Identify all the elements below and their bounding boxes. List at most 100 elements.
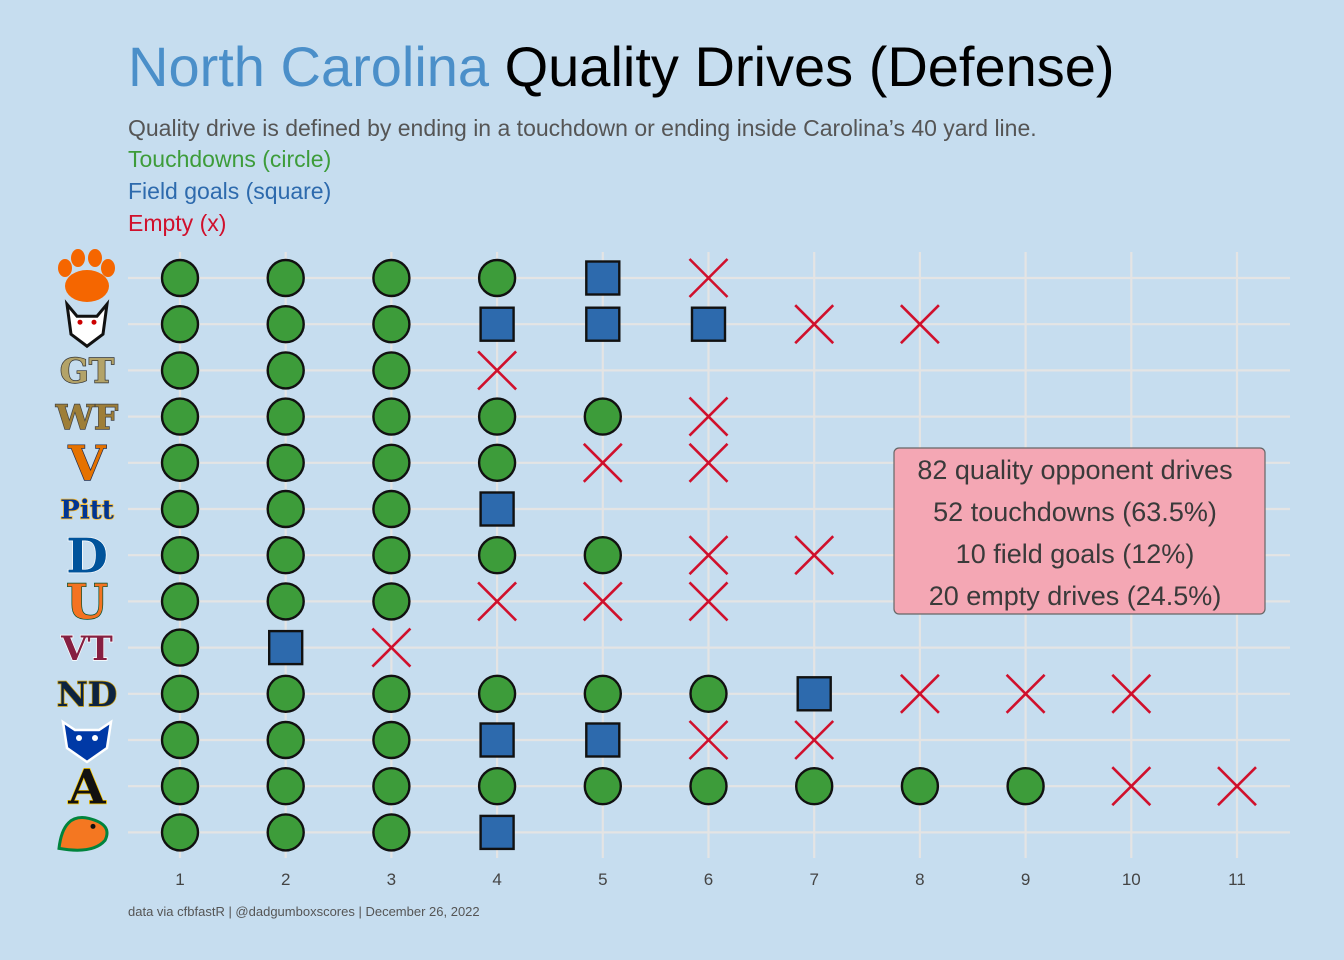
touchdown-marker — [372, 536, 411, 575]
pitt-logo: Pitt — [60, 495, 115, 526]
empty-drive-marker — [688, 442, 729, 483]
empty-drive-marker — [899, 304, 940, 345]
touchdown-marker — [160, 258, 200, 298]
summary-field-goals: 10 field goals (12%) — [956, 539, 1195, 569]
nc-state-wolf-logo — [64, 299, 110, 349]
duke-d-logo: D — [65, 528, 108, 585]
legend-field-goals: Field goals (square) — [128, 178, 331, 204]
touchdown-marker — [372, 674, 411, 713]
empty-drive-marker — [794, 535, 835, 576]
svg-text:V: V — [67, 436, 106, 492]
empty-drive-marker — [688, 720, 729, 760]
svg-text:Pitt: Pitt — [60, 495, 113, 525]
touchdown-marker — [266, 305, 305, 344]
touchdown-marker — [900, 767, 940, 806]
summary-total-drives: 82 quality opponent drives — [917, 455, 1232, 485]
field-goal-marker — [585, 306, 621, 342]
touchdown-marker — [477, 536, 517, 575]
clemson-paw-logo — [58, 249, 115, 302]
legend-touchdowns: Touchdowns (circle) — [128, 146, 331, 172]
field-goal-marker — [796, 676, 832, 712]
touchdown-marker — [372, 443, 411, 482]
x-tick-label: 5 — [598, 870, 607, 889]
touchdown-marker — [160, 582, 200, 621]
empty-drive-marker — [371, 627, 412, 668]
chart-caption: data via cfbfastR | @dadgumboxscores | D… — [128, 904, 480, 919]
touchdown-marker — [372, 305, 411, 344]
chart-title-rest: Quality Drives (Defense) — [489, 35, 1115, 98]
touchdown-marker — [160, 767, 200, 806]
legend-empty: Empty (x) — [128, 210, 226, 236]
svg-text:GT: GT — [60, 352, 114, 392]
touchdown-marker — [160, 674, 200, 713]
touchdown-marker — [372, 813, 411, 852]
empty-drive-marker — [1111, 673, 1152, 714]
touchdown-marker — [266, 351, 305, 390]
touchdown-marker — [160, 628, 200, 667]
georgia-state-panther-logo — [61, 719, 113, 764]
x-tick-label: 1 — [175, 870, 184, 889]
virginia-v-logo: V — [67, 435, 107, 492]
empty-drive-marker — [688, 581, 729, 622]
virginia-tech-vt-logo: VT — [59, 628, 113, 669]
touchdown-marker — [477, 443, 517, 482]
svg-text:VT: VT — [60, 629, 113, 669]
x-tick-label: 3 — [387, 870, 396, 889]
field-goal-marker — [479, 306, 515, 342]
touchdown-marker — [266, 258, 305, 298]
empty-drive-marker — [899, 673, 940, 714]
x-tick-label: 9 — [1021, 870, 1030, 889]
x-tick-label: 11 — [1228, 870, 1246, 889]
touchdown-marker — [160, 351, 200, 390]
touchdown-marker — [372, 351, 411, 390]
touchdown-marker — [689, 674, 728, 713]
touchdown-marker — [266, 536, 305, 575]
field-goal-marker — [268, 629, 304, 666]
touchdown-marker — [160, 536, 200, 575]
summary-annotation: 82 quality opponent drives 52 touchdowns… — [893, 447, 1266, 615]
touchdown-marker — [583, 397, 622, 436]
field-goal-marker — [690, 306, 727, 342]
empty-drive-marker — [582, 581, 623, 622]
appalachian-state-a-logo: A — [67, 759, 107, 816]
empty-drive-marker — [1005, 673, 1046, 714]
empty-drive-marker — [794, 720, 835, 760]
chart-title: North Carolina Quality Drives (Defense) — [128, 35, 1115, 98]
drive-markers — [160, 258, 1257, 852]
touchdown-marker — [266, 720, 305, 760]
touchdown-marker — [477, 674, 517, 713]
touchdown-marker — [266, 674, 305, 713]
svg-text:D: D — [66, 528, 108, 584]
touchdown-marker — [583, 767, 622, 806]
field-goal-marker — [479, 814, 515, 851]
touchdown-marker — [160, 813, 200, 852]
wake-forest-wf-logo: WF — [54, 397, 119, 438]
touchdown-marker — [266, 767, 305, 806]
touchdown-marker — [477, 258, 517, 298]
touchdown-marker — [160, 720, 200, 760]
famu-rattler-logo — [57, 816, 109, 852]
summary-touchdowns: 52 touchdowns (63.5%) — [933, 497, 1217, 527]
summary-annotation-box — [893, 447, 1266, 615]
touchdown-marker — [477, 397, 517, 436]
touchdown-marker — [1006, 767, 1045, 806]
touchdown-marker — [372, 397, 411, 436]
empty-drive-marker — [477, 350, 518, 391]
empty-drive-marker — [794, 304, 835, 345]
svg-text:U: U — [66, 575, 108, 631]
touchdown-marker — [266, 813, 305, 852]
empty-drive-marker — [688, 258, 729, 298]
x-tick-label: 2 — [281, 870, 290, 889]
chart-subtitle: Quality drive is defined by ending in a … — [128, 115, 1037, 141]
notre-dame-nd-logo: ND — [56, 674, 118, 715]
x-tick-label: 10 — [1122, 870, 1141, 889]
empty-drive-marker — [477, 581, 518, 622]
field-goal-marker — [585, 722, 621, 758]
chart-title-highlight: North Carolina — [128, 35, 490, 98]
summary-empty-drives: 20 empty drives (24.5%) — [929, 581, 1222, 611]
touchdown-marker — [372, 720, 411, 760]
touchdown-marker — [160, 489, 200, 529]
empty-drive-marker — [582, 442, 623, 483]
